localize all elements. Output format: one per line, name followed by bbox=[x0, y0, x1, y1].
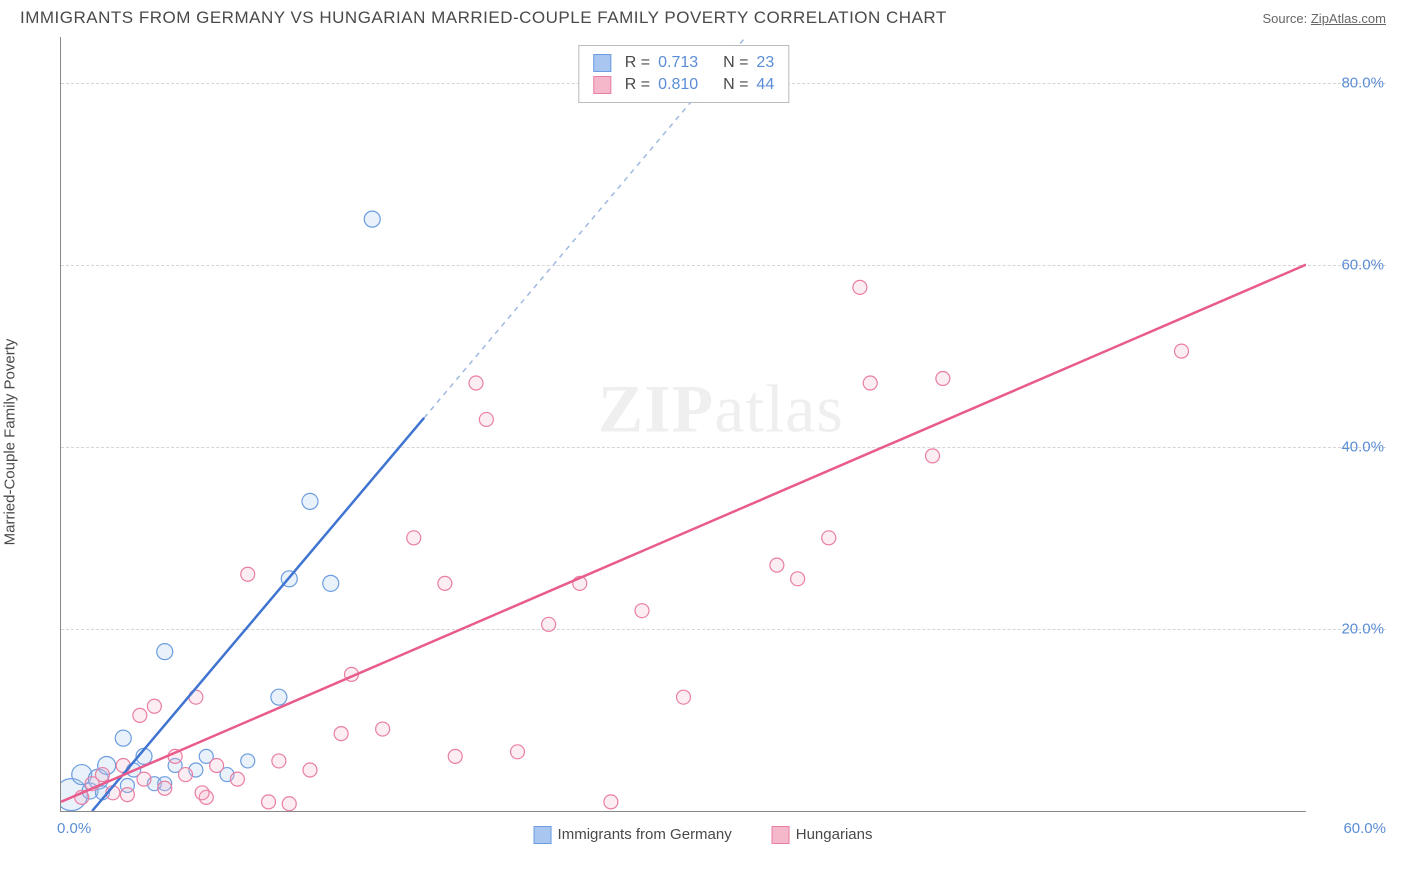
y-tick-label: 60.0% bbox=[1341, 256, 1384, 273]
data-point[interactable] bbox=[179, 768, 193, 782]
data-point[interactable] bbox=[157, 644, 173, 660]
data-point[interactable] bbox=[303, 763, 317, 777]
data-point[interactable] bbox=[822, 531, 836, 545]
correlation-row-1: R = 0.713 N = 23 bbox=[593, 52, 774, 74]
header-bar: IMMIGRANTS FROM GERMANY VS HUNGARIAN MAR… bbox=[0, 0, 1406, 32]
scatter-svg bbox=[61, 37, 1306, 811]
data-point[interactable] bbox=[604, 795, 618, 809]
data-point[interactable] bbox=[115, 730, 131, 746]
data-point[interactable] bbox=[542, 617, 556, 631]
data-point[interactable] bbox=[241, 567, 255, 581]
data-point[interactable] bbox=[479, 412, 493, 426]
data-point[interactable] bbox=[853, 280, 867, 294]
trend-line-2 bbox=[61, 265, 1306, 802]
plot-area: ZIPatlas R = 0.713 N = 23 R = 0.810 N = … bbox=[60, 37, 1306, 812]
n-value-2: 44 bbox=[756, 76, 774, 94]
data-point[interactable] bbox=[282, 797, 296, 811]
data-point[interactable] bbox=[272, 754, 286, 768]
data-point[interactable] bbox=[770, 558, 784, 572]
data-point[interactable] bbox=[334, 727, 348, 741]
y-tick-label: 80.0% bbox=[1341, 74, 1384, 91]
legend-item-1: Immigrants from Germany bbox=[534, 826, 732, 844]
data-point[interactable] bbox=[364, 211, 380, 227]
data-point[interactable] bbox=[137, 772, 151, 786]
data-point[interactable] bbox=[936, 371, 950, 385]
data-point[interactable] bbox=[677, 690, 691, 704]
data-point[interactable] bbox=[195, 786, 209, 800]
swatch-series-2 bbox=[593, 76, 611, 94]
legend-swatch-2 bbox=[772, 826, 790, 844]
data-point[interactable] bbox=[120, 788, 134, 802]
data-point[interactable] bbox=[241, 754, 255, 768]
legend-swatch-1 bbox=[534, 826, 552, 844]
data-point[interactable] bbox=[376, 722, 390, 736]
data-point[interactable] bbox=[302, 493, 318, 509]
data-point[interactable] bbox=[926, 449, 940, 463]
y-tick-label: 20.0% bbox=[1341, 620, 1384, 637]
data-point[interactable] bbox=[635, 604, 649, 618]
data-point[interactable] bbox=[323, 575, 339, 591]
y-axis-label: Married-Couple Family Poverty bbox=[2, 339, 19, 546]
chart-container: Married-Couple Family Poverty ZIPatlas R… bbox=[20, 32, 1386, 852]
source-prefix: Source: bbox=[1262, 11, 1310, 26]
data-point[interactable] bbox=[511, 745, 525, 759]
data-point[interactable] bbox=[438, 576, 452, 590]
y-tick-label: 40.0% bbox=[1341, 438, 1384, 455]
chart-title: IMMIGRANTS FROM GERMANY VS HUNGARIAN MAR… bbox=[20, 8, 947, 28]
r-value-1: 0.713 bbox=[658, 54, 698, 72]
correlation-row-2: R = 0.810 N = 44 bbox=[593, 74, 774, 96]
trend-line-1-solid bbox=[92, 418, 424, 811]
swatch-series-1 bbox=[593, 54, 611, 72]
data-point[interactable] bbox=[116, 758, 130, 772]
data-point[interactable] bbox=[133, 708, 147, 722]
data-point[interactable] bbox=[210, 758, 224, 772]
data-point[interactable] bbox=[262, 795, 276, 809]
data-point[interactable] bbox=[863, 376, 877, 390]
source-attribution: Source: ZipAtlas.com bbox=[1262, 11, 1386, 26]
data-point[interactable] bbox=[230, 772, 244, 786]
data-point[interactable] bbox=[407, 531, 421, 545]
data-point[interactable] bbox=[158, 781, 172, 795]
n-value-1: 23 bbox=[756, 54, 774, 72]
source-link[interactable]: ZipAtlas.com bbox=[1311, 11, 1386, 26]
data-point[interactable] bbox=[147, 699, 161, 713]
data-point[interactable] bbox=[271, 689, 287, 705]
x-tick-end: 60.0% bbox=[1343, 820, 1386, 837]
data-point[interactable] bbox=[469, 376, 483, 390]
x-tick-start: 0.0% bbox=[57, 820, 91, 837]
r-value-2: 0.810 bbox=[658, 76, 698, 94]
data-point[interactable] bbox=[791, 572, 805, 586]
correlation-legend-box: R = 0.713 N = 23 R = 0.810 N = 44 bbox=[578, 45, 789, 103]
data-point[interactable] bbox=[1175, 344, 1189, 358]
data-point[interactable] bbox=[96, 768, 110, 782]
x-axis-legend: Immigrants from Germany Hungarians bbox=[534, 826, 873, 844]
legend-item-2: Hungarians bbox=[772, 826, 873, 844]
data-point[interactable] bbox=[448, 749, 462, 763]
